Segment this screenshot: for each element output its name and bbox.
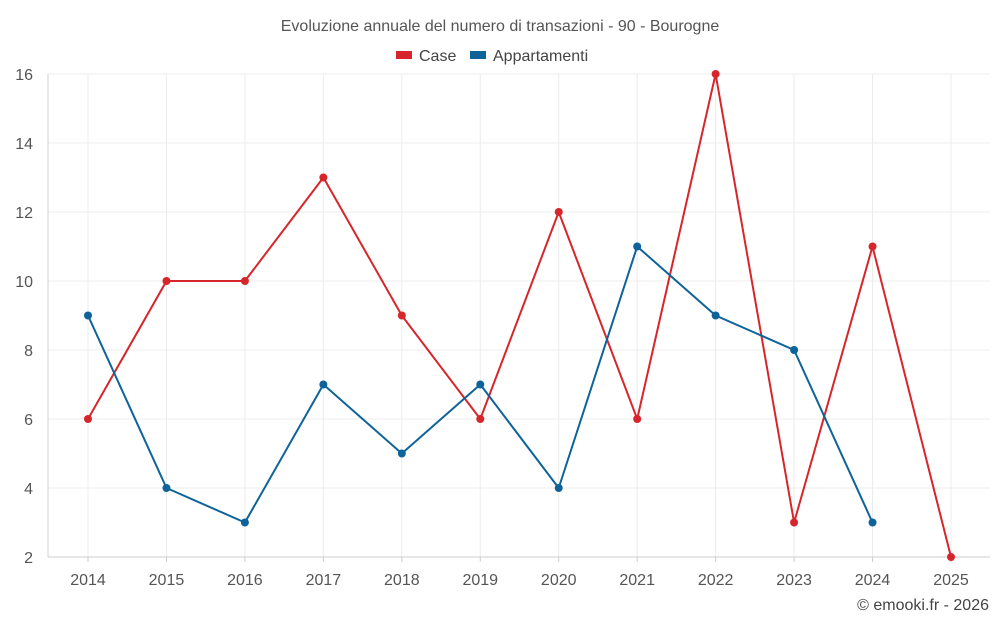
data-point-case[interactable]	[790, 518, 799, 527]
data-point-appartamenti[interactable]	[554, 484, 563, 492]
y-tick-label: 12	[15, 205, 33, 222]
y-tick-label: 14	[15, 136, 33, 153]
y-tick-label: 6	[24, 412, 33, 429]
x-tick-label: 2020	[541, 572, 577, 589]
data-point-case[interactable]	[868, 242, 877, 251]
data-point-appartamenti[interactable]	[162, 484, 171, 492]
data-point-case[interactable]	[554, 208, 563, 216]
series-lines	[87, 73, 952, 558]
data-point-appartamenti[interactable]	[633, 242, 642, 251]
legend-swatch-case	[396, 51, 412, 59]
data-point-case[interactable]	[162, 277, 171, 285]
chart-title: Evoluzione annuale del numero di transaz…	[281, 18, 720, 35]
data-point-appartamenti[interactable]	[397, 449, 406, 458]
series-points	[84, 70, 955, 561]
series-line-case	[87, 73, 952, 558]
data-point-case[interactable]	[476, 415, 485, 423]
axes: 2 4 6 8 10 12 14 16 2014 2015 2016 2017 2018 2019 2020…	[15, 67, 990, 589]
data-point-case[interactable]	[711, 70, 720, 78]
x-tick-label: 2025	[933, 572, 969, 589]
data-point-appartamenti[interactable]	[84, 311, 92, 320]
data-point-appartamenti[interactable]	[240, 518, 249, 527]
data-point-appartamenti[interactable]	[319, 380, 328, 389]
data-point-case[interactable]	[240, 277, 249, 285]
x-tick-label: 2017	[306, 572, 342, 589]
y-tick-label: 4	[24, 481, 33, 498]
grid	[48, 73, 990, 557]
data-point-appartamenti[interactable]	[476, 380, 485, 389]
y-tick-label: 10	[15, 274, 33, 291]
legend-label-case[interactable]: Case	[419, 48, 456, 65]
x-tick-label: 2024	[855, 572, 891, 589]
x-tick-label: 2018	[384, 572, 420, 589]
data-point-case[interactable]	[633, 415, 642, 423]
credit: © emooki.fr - 2026	[857, 597, 989, 614]
data-point-appartamenti[interactable]	[790, 346, 799, 354]
data-point-appartamenti[interactable]	[868, 518, 877, 527]
data-point-case[interactable]	[947, 553, 955, 561]
y-tick-label: 2	[24, 550, 33, 567]
x-tick-label: 2019	[462, 572, 498, 589]
legend-label-appartamenti[interactable]: Appartamenti	[493, 48, 588, 65]
data-point-appartamenti[interactable]	[711, 311, 720, 320]
legend-swatch-appartamenti	[470, 51, 486, 59]
x-tick-label: 2014	[70, 572, 106, 589]
y-tick-label: 8	[24, 343, 33, 360]
x-tick-label: 2021	[619, 572, 655, 589]
x-tick-label: 2015	[149, 572, 185, 589]
data-point-case[interactable]	[397, 311, 406, 320]
y-tick-label: 16	[15, 67, 33, 84]
legend: Case Appartamenti	[396, 48, 588, 65]
data-point-case[interactable]	[84, 415, 92, 423]
x-tick-label: 2016	[227, 572, 263, 589]
x-tick-label: 2023	[776, 572, 812, 589]
data-point-case[interactable]	[319, 173, 328, 182]
x-tick-label: 2022	[698, 572, 734, 589]
